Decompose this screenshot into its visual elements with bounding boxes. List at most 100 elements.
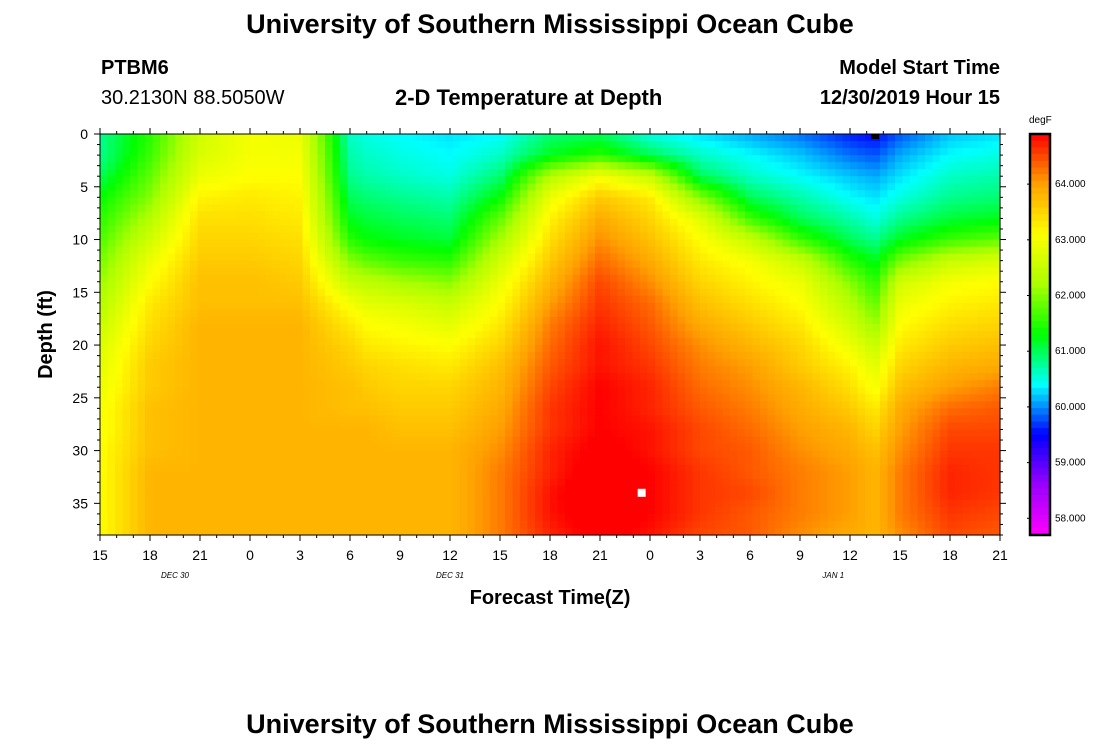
heatmap-cell xyxy=(137,338,146,346)
heatmap-cell xyxy=(385,323,394,332)
heatmap-cell xyxy=(887,176,896,184)
heatmap-cell xyxy=(932,274,941,283)
heatmap-cell xyxy=(850,183,859,191)
heatmap-cell xyxy=(197,267,206,276)
heatmap-cell xyxy=(310,197,319,205)
heatmap-cell xyxy=(482,246,491,255)
heatmap-cell xyxy=(962,218,971,227)
heatmap-cell xyxy=(992,141,1001,149)
heatmap-cell xyxy=(505,316,514,325)
heatmap-cell xyxy=(152,260,161,269)
heatmap-cell xyxy=(887,401,896,409)
heatmap-cell xyxy=(895,359,904,367)
heatmap-cell xyxy=(985,169,994,177)
heatmap-cell xyxy=(317,387,326,395)
heatmap-cell xyxy=(467,338,476,346)
heatmap-cell xyxy=(715,408,724,417)
heatmap-cell xyxy=(265,162,274,170)
heatmap-cell xyxy=(572,134,581,142)
heatmap-cell xyxy=(647,169,656,177)
heatmap-cell xyxy=(347,295,356,304)
heatmap-cell xyxy=(610,260,619,269)
heatmap-cell xyxy=(317,141,326,149)
heatmap-cell xyxy=(205,260,214,269)
heatmap-cell xyxy=(790,316,799,325)
heatmap-cell xyxy=(887,387,896,395)
heatmap-cell xyxy=(332,225,341,234)
heatmap-cell xyxy=(722,295,731,304)
heatmap-cell xyxy=(902,232,911,241)
heatmap-cell xyxy=(647,253,656,262)
heatmap-cell xyxy=(722,176,731,184)
heatmap-cell xyxy=(902,260,911,269)
heatmap-cell xyxy=(842,380,851,388)
heatmap-cell xyxy=(437,373,446,381)
heatmap-cell xyxy=(842,359,851,367)
heatmap-cell xyxy=(452,190,461,198)
heatmap-cell xyxy=(760,387,769,395)
heatmap-cell xyxy=(677,274,686,283)
heatmap-cell xyxy=(887,281,896,290)
heatmap-cell xyxy=(610,316,619,325)
heatmap-cell xyxy=(497,225,506,234)
heatmap-cell xyxy=(970,169,979,177)
heatmap-cell xyxy=(557,352,566,360)
heatmap-cell xyxy=(497,338,506,346)
heatmap-cell xyxy=(587,373,596,381)
heatmap-cell xyxy=(565,274,574,283)
heatmap-cell xyxy=(692,190,701,198)
heatmap-cell xyxy=(445,380,454,388)
heatmap-cell xyxy=(385,274,394,283)
heatmap-cell xyxy=(272,141,281,149)
heatmap-cell xyxy=(992,309,1001,318)
heatmap-cell xyxy=(707,253,716,262)
heatmap-cell xyxy=(970,387,979,395)
heatmap-cell xyxy=(190,274,199,283)
heatmap-cell xyxy=(287,260,296,269)
heatmap-cell xyxy=(505,323,514,332)
heatmap-cell xyxy=(865,232,874,241)
heatmap-cell xyxy=(932,197,941,205)
heatmap-cell xyxy=(205,295,214,304)
heatmap-cell xyxy=(385,309,394,318)
heatmap-cell xyxy=(467,225,476,234)
heatmap-cell xyxy=(400,408,409,417)
heatmap-cell xyxy=(310,211,319,220)
heatmap-cell xyxy=(227,169,236,177)
heatmap-cell xyxy=(707,162,716,170)
heatmap-cell xyxy=(670,387,679,395)
heatmap-cell xyxy=(610,302,619,311)
heatmap-cell xyxy=(355,204,364,212)
heatmap-cell xyxy=(812,394,821,402)
heatmap-cell xyxy=(152,204,161,212)
heatmap-cell xyxy=(872,176,881,184)
heatmap-cell xyxy=(115,415,124,424)
heatmap-cell xyxy=(175,190,184,198)
heatmap-cell xyxy=(527,274,536,283)
heatmap-cell xyxy=(647,359,656,367)
heatmap-cell xyxy=(137,295,146,304)
heatmap-cell xyxy=(100,302,109,311)
heatmap-cell xyxy=(302,316,311,325)
heatmap-cell xyxy=(220,197,229,205)
heatmap-cell xyxy=(302,309,311,318)
heatmap-cell xyxy=(662,380,671,388)
heatmap-cell xyxy=(475,239,484,248)
heatmap-cell xyxy=(407,281,416,290)
heatmap-cell xyxy=(107,366,116,374)
heatmap-cell xyxy=(752,281,761,290)
heatmap-cell xyxy=(722,281,731,290)
heatmap-cell xyxy=(730,183,739,191)
heatmap-cell xyxy=(317,218,326,227)
heatmap-cell xyxy=(527,225,536,234)
heatmap-cell xyxy=(370,225,379,234)
heatmap-cell xyxy=(182,345,191,353)
heatmap-cell xyxy=(850,394,859,402)
heatmap-cell xyxy=(572,267,581,276)
heatmap-cell xyxy=(707,408,716,417)
heatmap-cell xyxy=(595,408,604,417)
heatmap-cell xyxy=(130,274,139,283)
heatmap-cell xyxy=(152,359,161,367)
heatmap-cell xyxy=(925,387,934,395)
heatmap-cell xyxy=(242,218,251,227)
